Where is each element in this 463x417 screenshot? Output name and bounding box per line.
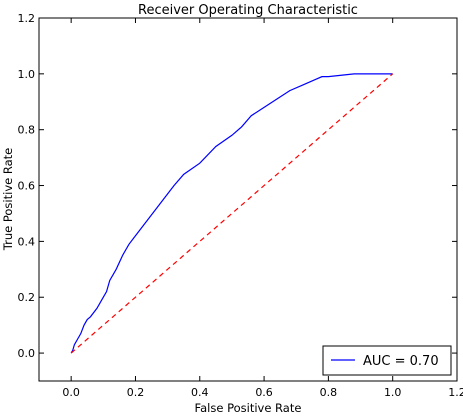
x-axis-label: False Positive Rate bbox=[195, 401, 302, 415]
x-tick-label: 0.8 bbox=[320, 386, 338, 399]
y-tick-label: 1.0 bbox=[18, 68, 36, 81]
y-tick-label: 0.8 bbox=[18, 124, 36, 137]
y-tick-label: 0.0 bbox=[18, 347, 36, 360]
y-axis-ticks: 0.0 0.2 0.4 0.6 0.8 1.0 1.2 bbox=[18, 12, 457, 360]
chart-title: Receiver Operating Characteristic bbox=[138, 3, 358, 18]
y-tick-label: 0.2 bbox=[18, 291, 36, 304]
y-axis-label: True Positive Rate bbox=[1, 148, 15, 251]
legend: AUC = 0.70 bbox=[322, 345, 452, 376]
legend-label-auc: AUC = 0.70 bbox=[363, 354, 439, 369]
y-tick-label: 0.4 bbox=[18, 235, 36, 248]
series-layer bbox=[70, 73, 394, 354]
x-tick-label: 0.4 bbox=[191, 386, 209, 399]
roc-curve-line bbox=[70, 73, 393, 354]
y-tick-label: 0.6 bbox=[18, 180, 36, 193]
x-tick-label: 0.6 bbox=[255, 386, 273, 399]
y-tick-label: 1.2 bbox=[18, 12, 36, 25]
x-tick-label: 1.0 bbox=[384, 386, 402, 399]
x-tick-label: 0.0 bbox=[62, 386, 80, 399]
x-tick-label: 0.2 bbox=[127, 386, 145, 399]
plot-frame bbox=[38, 17, 458, 382]
x-tick-label: 1.2 bbox=[448, 386, 463, 399]
chance-diagonal-line bbox=[70, 73, 394, 354]
x-axis-ticks: 0.0 0.2 0.4 0.6 0.8 1.0 1.2 bbox=[62, 18, 463, 399]
